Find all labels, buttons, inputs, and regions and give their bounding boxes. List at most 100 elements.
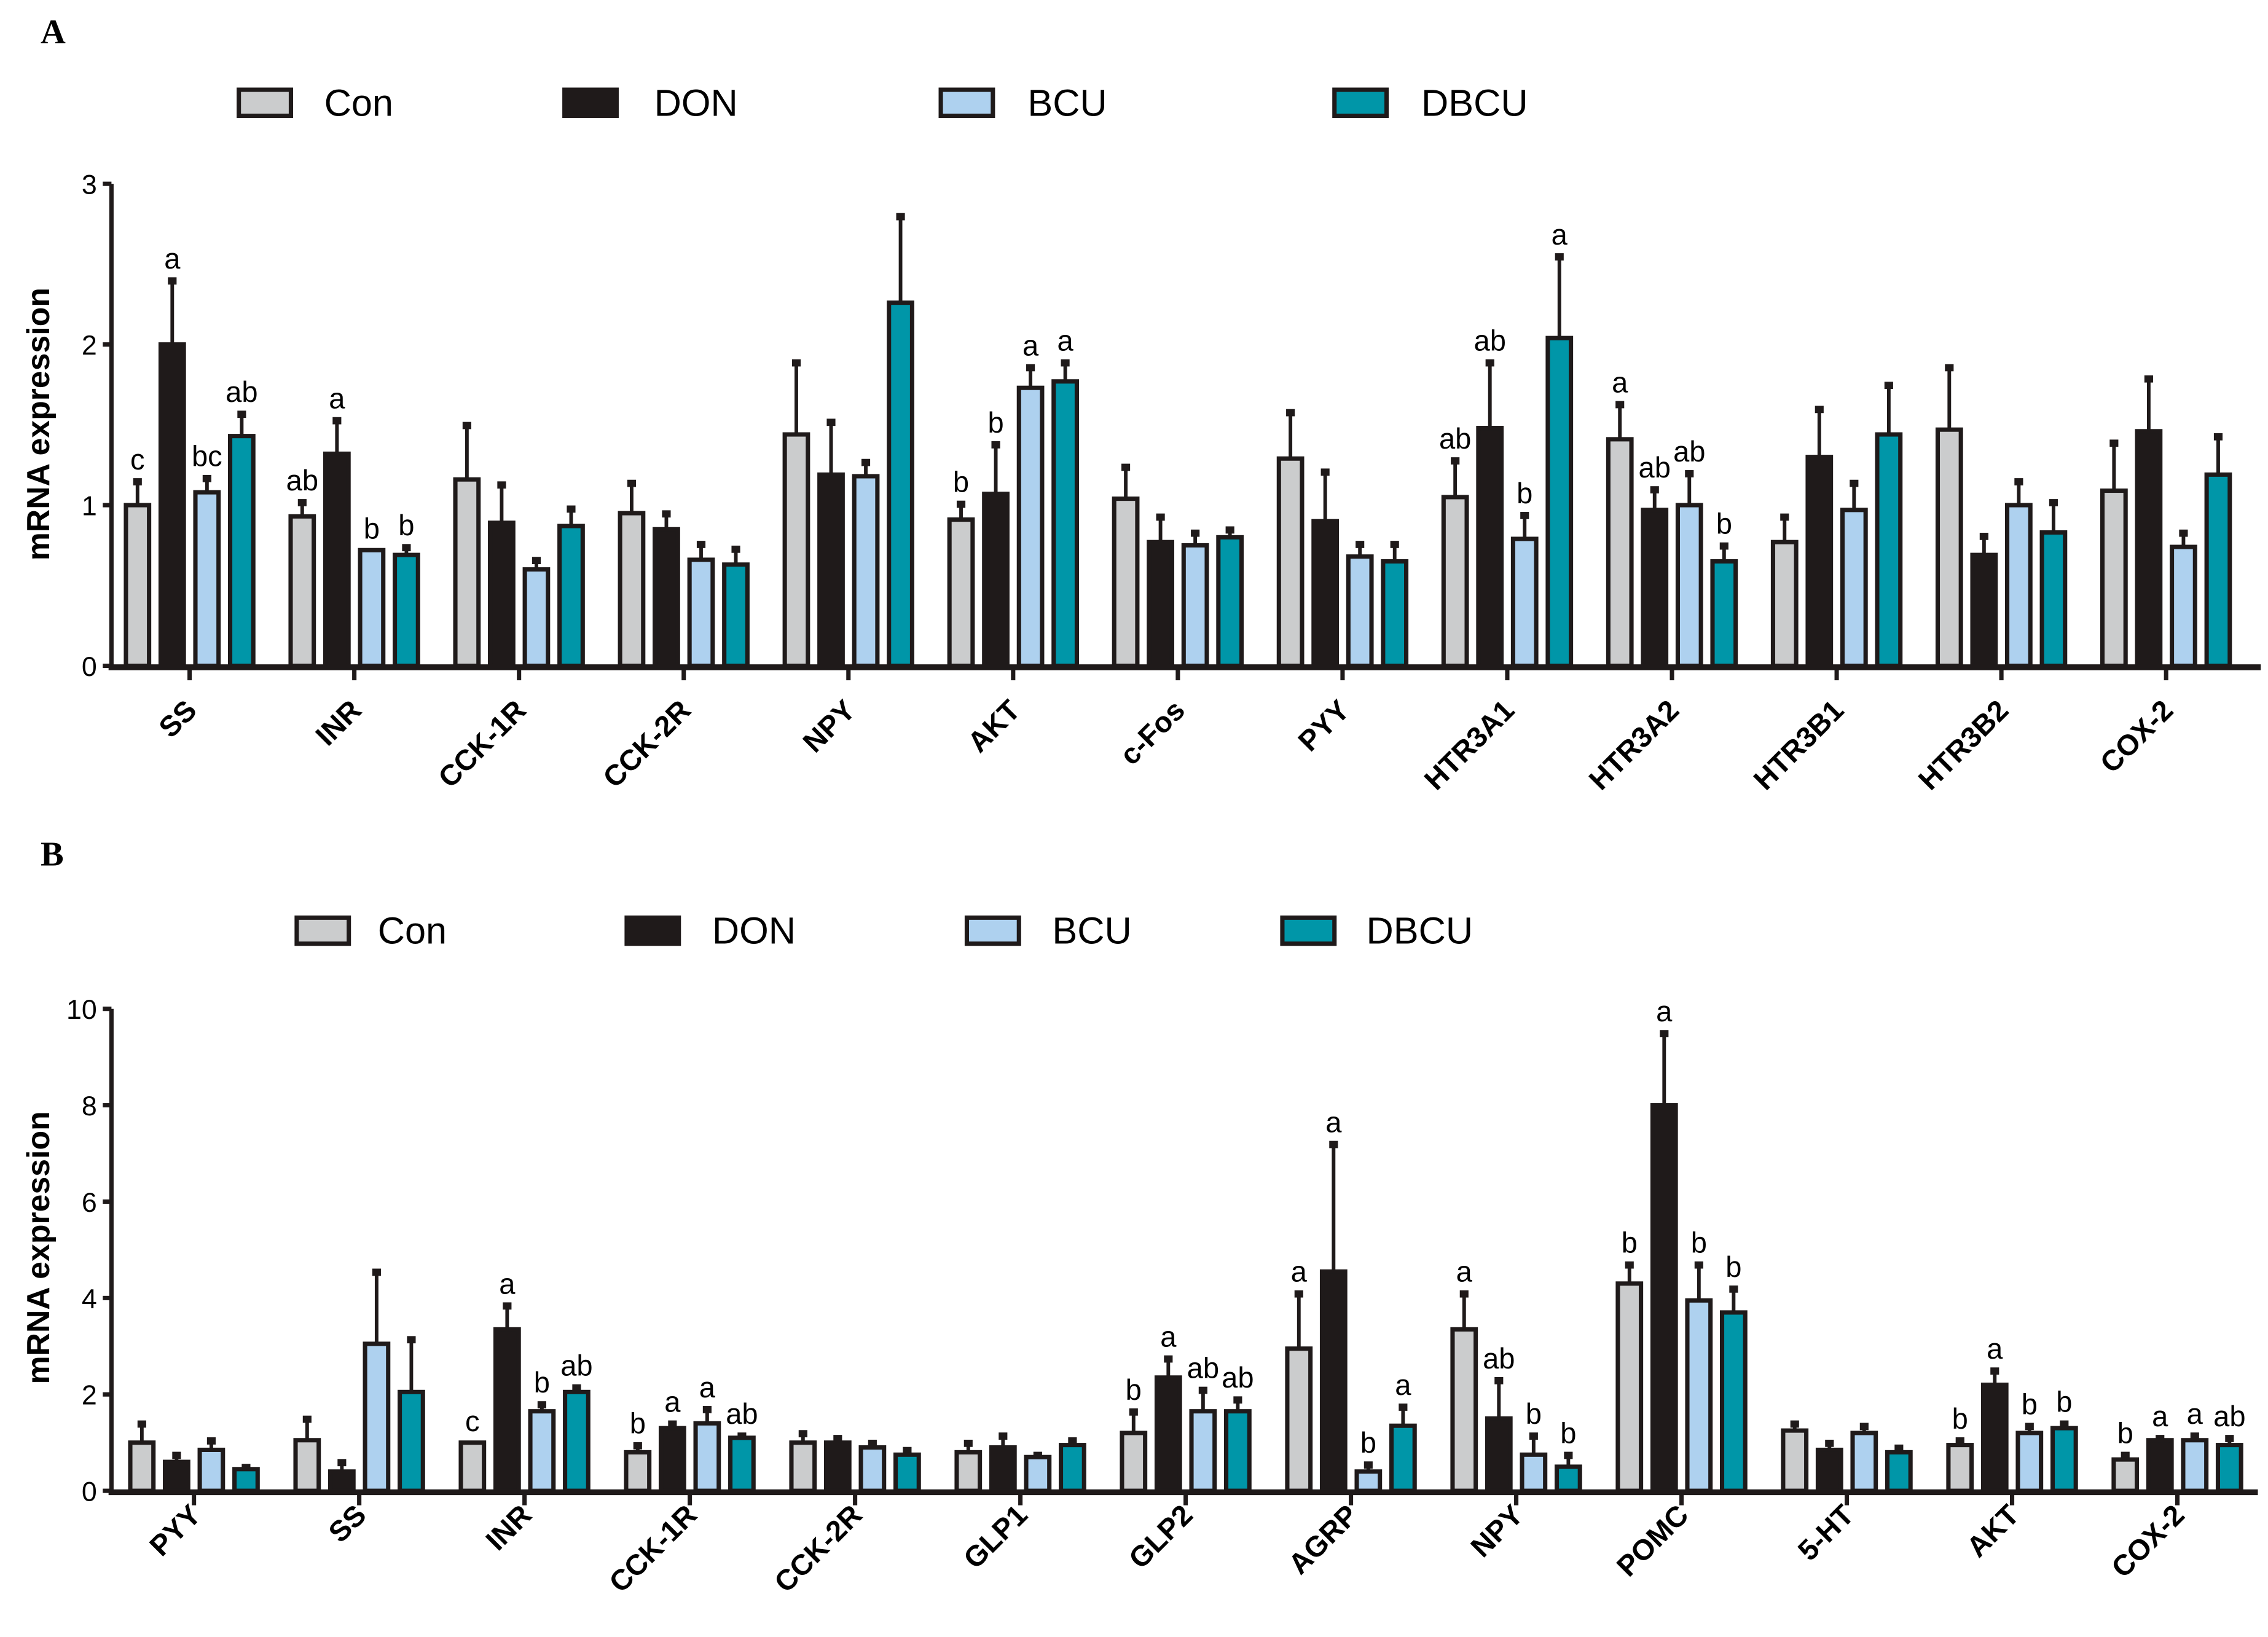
bar-don-pyy <box>1311 519 1340 669</box>
error-cap <box>1564 1451 1573 1459</box>
error-cap <box>1955 1437 1964 1445</box>
error-cap <box>1520 512 1529 519</box>
bar-don-glp1 <box>989 1445 1017 1493</box>
legend-swatch-don <box>562 87 619 118</box>
significance-letter: a <box>1395 1368 1411 1401</box>
bar-don-glp2 <box>1154 1375 1182 1493</box>
error-cap <box>991 441 1000 449</box>
y-tick-label: 2 <box>82 1380 97 1411</box>
significance-letter: ab <box>2213 1400 2245 1432</box>
bar-con-akt <box>1946 1443 1974 1493</box>
error-cap <box>2049 499 2058 506</box>
bar-dbcu-ss <box>398 1389 425 1493</box>
chart-panel-b: Con DON BCU DBCU 0 2 4 6 8 10 mRNA expression PYY SS… <box>20 910 2258 1598</box>
bar-dbcu-pyy <box>232 1467 260 1493</box>
bar-con-inr <box>458 1440 487 1493</box>
error-cap <box>702 1406 712 1413</box>
bar-don-ss <box>158 342 186 669</box>
error-cap <box>826 418 836 426</box>
bar-bcu-agrp <box>1354 1469 1383 1493</box>
error-cap <box>202 474 211 482</box>
bar-dbcu-inr <box>563 1389 591 1493</box>
y-tick-label: 0 <box>82 651 97 682</box>
bar-don-akt <box>982 492 1010 669</box>
error-cap <box>1850 479 1859 487</box>
panel-label-a: A <box>41 14 66 52</box>
significance-letter: b <box>534 1366 550 1399</box>
bar-don-htr3b2 <box>1970 552 1998 669</box>
legend-swatch-bcu <box>938 87 995 118</box>
legend-label-bcu: BCU <box>1027 82 1107 124</box>
x-tick-label: COX-2 <box>2105 1498 2190 1584</box>
error-cap <box>1329 1140 1338 1148</box>
y-axis-label: mRNA expression <box>20 288 56 560</box>
legend-label-don: DON <box>712 910 796 952</box>
bar-bcu-htr3b1 <box>1840 508 1868 669</box>
legend-label-con: Con <box>378 910 447 952</box>
error-cap <box>896 213 905 221</box>
bar-don-c-fos <box>1147 540 1174 669</box>
x-tick-label: AGRP <box>1282 1498 1364 1580</box>
error-cap <box>1129 1408 1138 1416</box>
significance-letter: a <box>1612 366 1628 398</box>
significance-letter: ab <box>286 464 318 497</box>
bar-dbcu-pyy <box>1381 559 1409 669</box>
error-cap <box>2213 433 2223 441</box>
significance-letter: b <box>987 406 1003 439</box>
bar-bcu-cck-2r <box>858 1445 887 1493</box>
error-cap <box>662 510 671 518</box>
error-cap <box>861 458 871 466</box>
significance-letter: b <box>1725 1250 1741 1283</box>
error-cap <box>1286 409 1295 417</box>
error-cap <box>1780 513 1789 521</box>
bar-con-ss <box>124 503 152 669</box>
bar-don-htr3a1 <box>1476 426 1504 669</box>
error-cap <box>1884 382 1893 390</box>
significance-letter: a <box>1656 995 1673 1027</box>
bar-con-5-ht <box>1781 1428 1809 1493</box>
x-tick-label: CCK-2R <box>768 1498 868 1598</box>
bar-don-cck-2r <box>823 1440 852 1493</box>
error-cap <box>1399 1403 1408 1411</box>
x-tick-label: PYY <box>1292 693 1356 757</box>
error-cap <box>1625 1261 1634 1269</box>
bar-dbcu-htr3a1 <box>1545 336 1574 669</box>
error-cap <box>627 479 636 487</box>
bar-don-cck-1r <box>488 520 516 669</box>
error-cap <box>2190 1432 2199 1440</box>
y-tick-label: 0 <box>82 1477 97 1507</box>
significance-letter: b <box>2056 1385 2072 1418</box>
significance-letter: b <box>1360 1426 1376 1459</box>
bar-don-pomc <box>1650 1103 1678 1493</box>
error-cap <box>791 359 801 367</box>
bar-bcu-glp1 <box>1024 1454 1052 1493</box>
error-cap <box>963 1439 973 1447</box>
error-cap <box>1459 1290 1469 1298</box>
significance-letter: b <box>630 1407 646 1440</box>
bar-con-cox-2 <box>2111 1457 2140 1493</box>
bar-don-ss <box>328 1469 356 1493</box>
significance-letter: ab <box>1483 1342 1515 1375</box>
bar-con-glp2 <box>1120 1431 1148 1493</box>
error-cap <box>2025 1423 2034 1431</box>
bar-don-5-ht <box>1815 1447 1843 1493</box>
x-tick-label: HTR3A2 <box>1582 693 1685 796</box>
x-tick-label: AKT <box>961 693 1026 758</box>
significance-letter: ab <box>1222 1361 1254 1394</box>
error-cap <box>696 541 706 548</box>
bar-con-htr3b2 <box>1935 427 1963 669</box>
x-tick-label: CCK-1R <box>432 693 532 793</box>
x-tick-label: SS <box>322 1498 372 1549</box>
significance-letter: a <box>1291 1255 1308 1288</box>
x-tick-label: c-Fos <box>1113 693 1191 771</box>
legend-label-dbcu: DBCU <box>1421 82 1528 124</box>
y-tick-label: 8 <box>82 1091 97 1121</box>
bar-don-akt <box>1980 1383 2009 1493</box>
error-cap <box>1615 401 1625 409</box>
error-cap <box>1356 541 1365 548</box>
bar-dbcu-htr3b1 <box>1875 432 1903 669</box>
y-tick-label: 4 <box>82 1284 97 1314</box>
error-cap <box>1859 1423 1869 1431</box>
error-cap <box>1719 542 1728 550</box>
significance-letter: b <box>1517 477 1532 509</box>
